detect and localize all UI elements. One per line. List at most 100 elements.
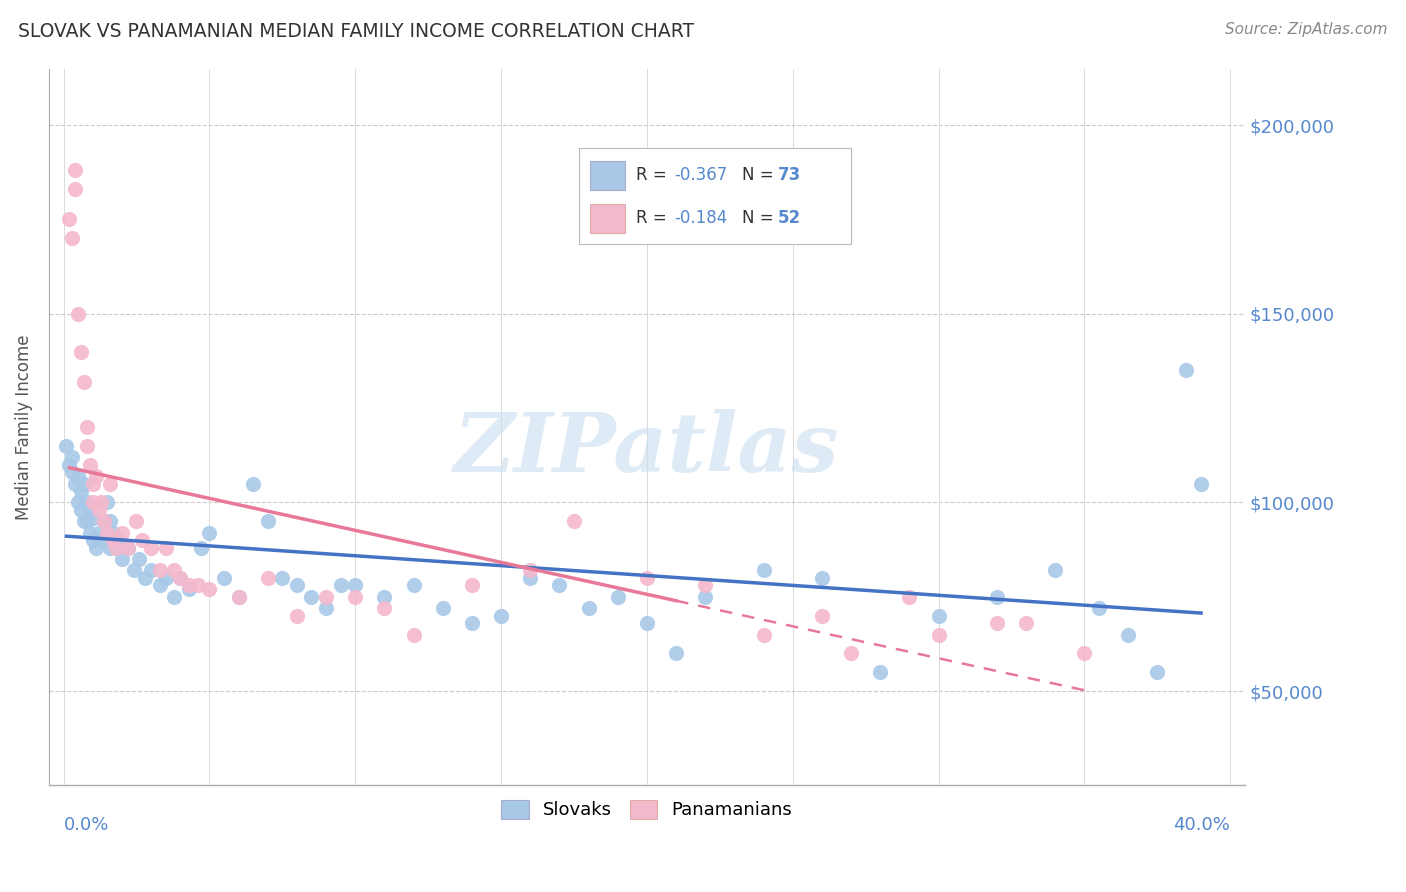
- Point: [811, 571, 834, 585]
- Point: [111, 552, 134, 566]
- Point: [373, 590, 395, 604]
- Point: [105, 541, 128, 555]
- Point: [928, 608, 950, 623]
- Point: [228, 590, 250, 604]
- Point: [79, 525, 101, 540]
- Point: [315, 590, 337, 604]
- Point: [177, 578, 200, 592]
- Point: [155, 541, 177, 555]
- Point: [76, 495, 98, 509]
- Text: R =: R =: [636, 210, 672, 227]
- Point: [117, 541, 139, 555]
- Text: 52: 52: [778, 210, 801, 227]
- Point: [60, 450, 83, 465]
- Point: [65, 163, 87, 178]
- Point: [212, 571, 235, 585]
- Point: [98, 476, 121, 491]
- Point: [198, 582, 221, 597]
- Point: [163, 563, 186, 577]
- Point: [1088, 601, 1111, 615]
- Point: [869, 665, 891, 680]
- Point: [519, 563, 541, 577]
- Point: [55, 439, 77, 453]
- Point: [87, 525, 110, 540]
- Point: [96, 495, 118, 509]
- Point: [101, 525, 124, 540]
- Point: [402, 578, 425, 592]
- Point: [84, 541, 107, 555]
- Point: [87, 503, 110, 517]
- Point: [665, 647, 688, 661]
- Point: [70, 344, 93, 359]
- Point: [898, 590, 921, 604]
- Text: ZIPatlas: ZIPatlas: [454, 409, 839, 489]
- Point: [301, 590, 323, 604]
- Point: [752, 563, 775, 577]
- Point: [73, 375, 96, 389]
- Point: [1146, 665, 1168, 680]
- Point: [461, 616, 484, 631]
- Point: [636, 571, 658, 585]
- Text: SLOVAK VS PANAMANIAN MEDIAN FAMILY INCOME CORRELATION CHART: SLOVAK VS PANAMANIAN MEDIAN FAMILY INCOM…: [18, 22, 695, 41]
- Point: [839, 647, 862, 661]
- Point: [111, 525, 134, 540]
- Point: [90, 495, 112, 509]
- Point: [986, 590, 1008, 604]
- Point: [82, 510, 104, 524]
- Point: [344, 590, 367, 604]
- Text: Source: ZipAtlas.com: Source: ZipAtlas.com: [1225, 22, 1388, 37]
- Point: [256, 571, 278, 585]
- Text: -0.184: -0.184: [675, 210, 727, 227]
- Point: [315, 601, 337, 615]
- Point: [285, 608, 308, 623]
- Point: [578, 601, 600, 615]
- Point: [79, 503, 101, 517]
- Point: [139, 541, 162, 555]
- Text: 40.0%: 40.0%: [1174, 815, 1230, 834]
- Point: [695, 590, 717, 604]
- Point: [285, 578, 308, 592]
- Point: [139, 563, 162, 577]
- Point: [548, 578, 571, 592]
- Point: [82, 533, 104, 548]
- Point: [242, 476, 264, 491]
- Point: [695, 578, 717, 592]
- Point: [752, 627, 775, 641]
- Point: [169, 571, 191, 585]
- Point: [562, 514, 585, 528]
- Point: [256, 514, 278, 528]
- Point: [134, 571, 156, 585]
- Point: [60, 465, 83, 479]
- Point: [636, 616, 658, 631]
- Point: [125, 514, 148, 528]
- Point: [76, 420, 98, 434]
- Text: N =: N =: [742, 210, 779, 227]
- Legend: Slovaks, Panamanians: Slovaks, Panamanians: [495, 793, 800, 827]
- Text: N =: N =: [742, 166, 779, 184]
- FancyBboxPatch shape: [591, 161, 626, 190]
- Point: [60, 231, 83, 245]
- Point: [131, 533, 153, 548]
- Point: [228, 590, 250, 604]
- Point: [73, 514, 96, 528]
- Point: [93, 514, 115, 528]
- Text: R =: R =: [636, 166, 672, 184]
- Point: [489, 608, 512, 623]
- Point: [93, 514, 115, 528]
- Point: [82, 476, 104, 491]
- Point: [65, 476, 87, 491]
- Point: [432, 601, 454, 615]
- Text: 73: 73: [778, 166, 801, 184]
- Y-axis label: Median Family Income: Median Family Income: [15, 334, 32, 520]
- Point: [519, 571, 541, 585]
- Point: [1073, 647, 1095, 661]
- Point: [461, 578, 484, 592]
- Point: [149, 563, 172, 577]
- Point: [271, 571, 294, 585]
- Point: [155, 571, 177, 585]
- Point: [79, 458, 101, 472]
- Point: [90, 533, 112, 548]
- Point: [1043, 563, 1066, 577]
- Point: [373, 601, 395, 615]
- Point: [811, 608, 834, 623]
